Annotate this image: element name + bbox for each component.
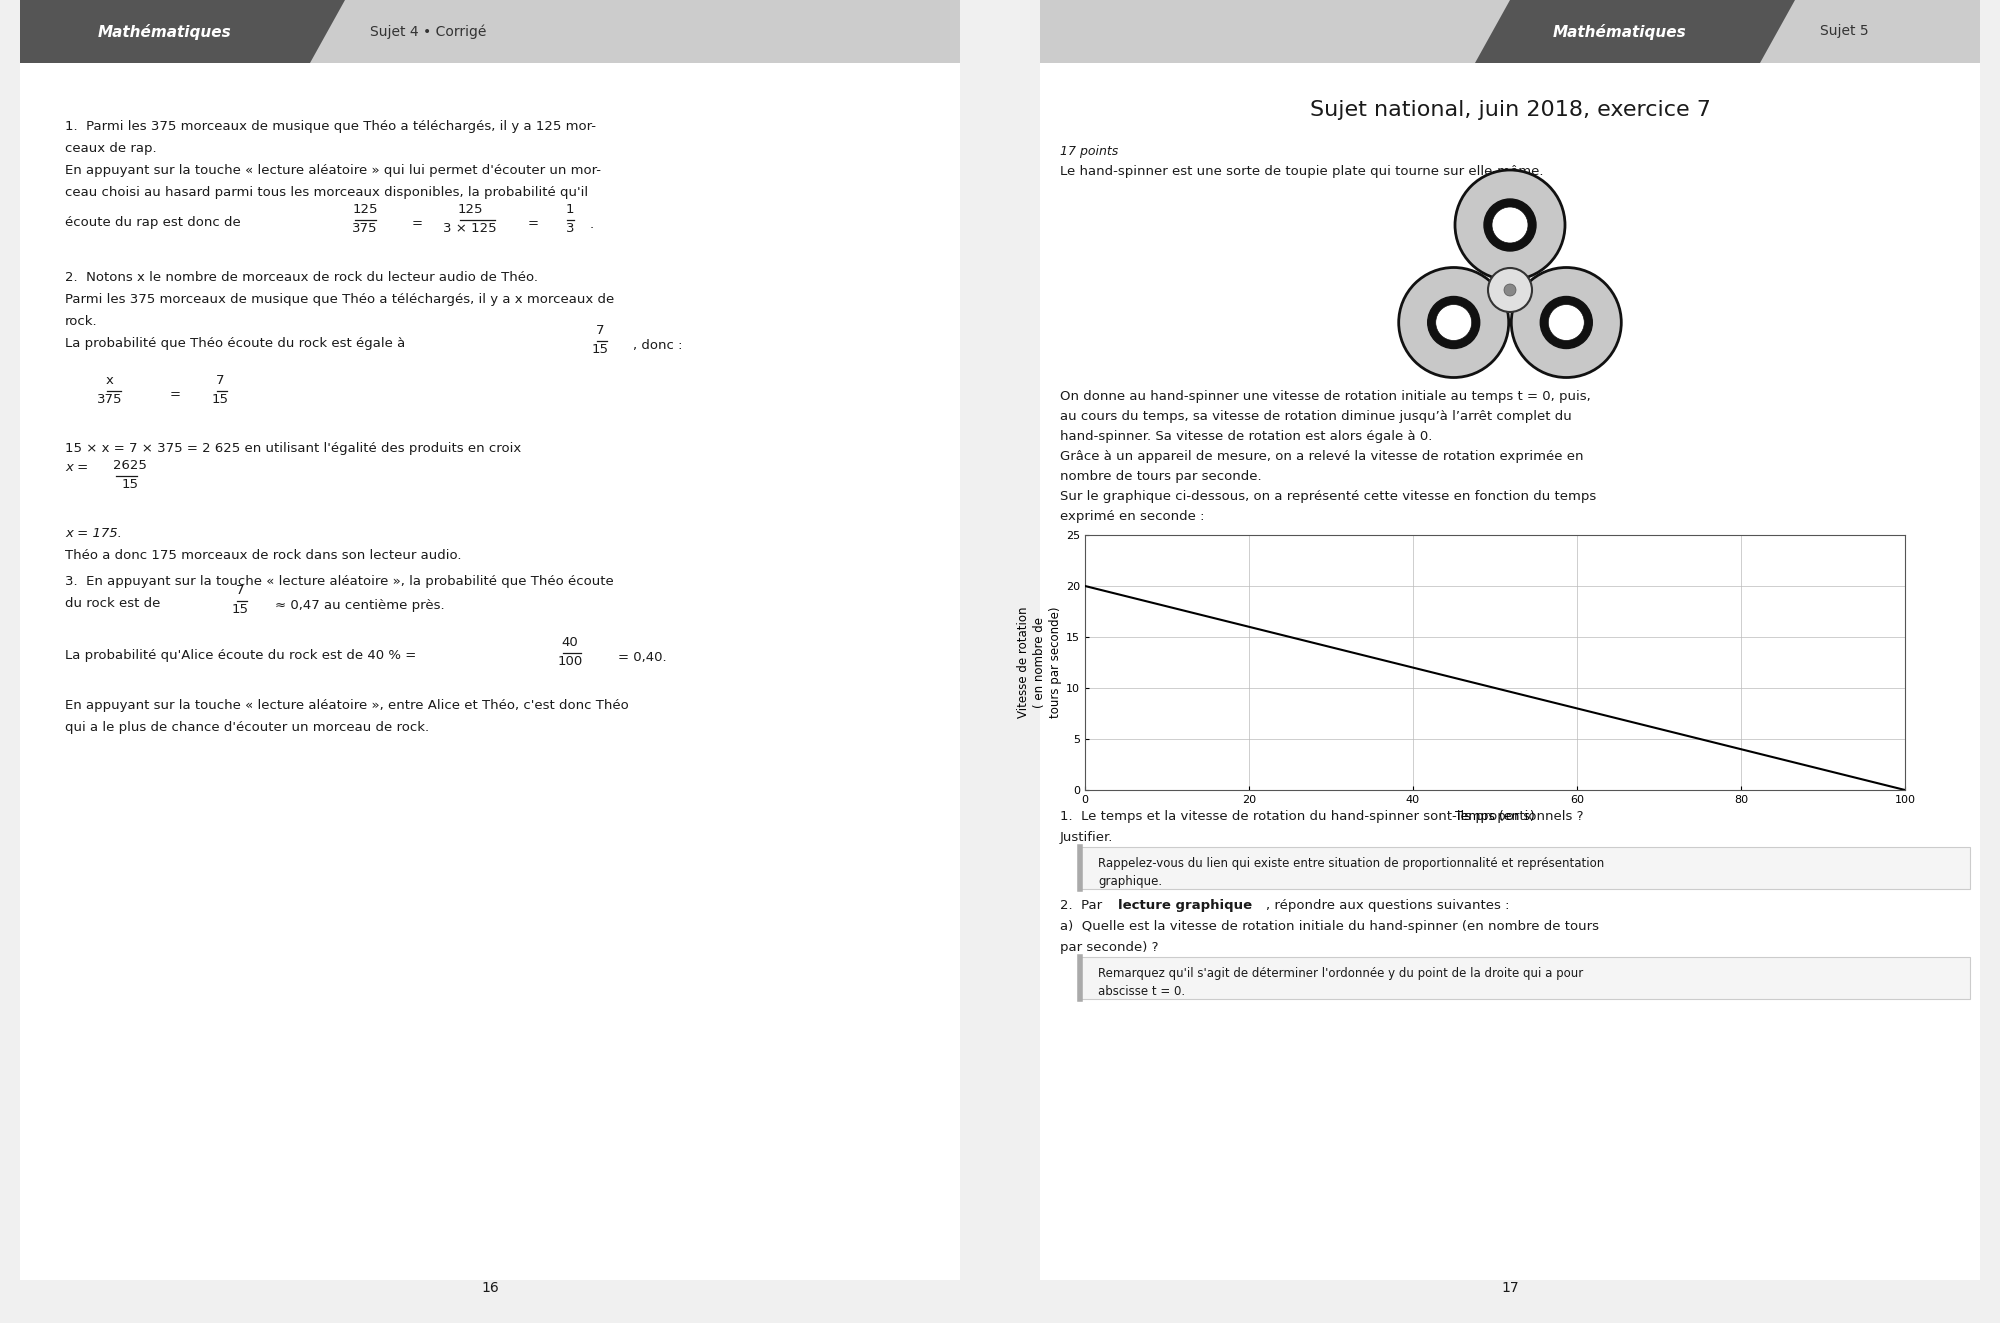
Text: 125: 125 [458, 202, 482, 216]
Text: x =: x = [64, 460, 88, 474]
Text: 17: 17 [1502, 1281, 1518, 1295]
Text: 375: 375 [98, 393, 122, 406]
Circle shape [1436, 304, 1472, 340]
Text: , répondre aux questions suivantes :: , répondre aux questions suivantes : [1266, 900, 1510, 912]
Text: 17 points: 17 points [1060, 146, 1118, 157]
Text: ceau choisi au hasard parmi tous les morceaux disponibles, la probabilité qu'il: ceau choisi au hasard parmi tous les mor… [64, 187, 588, 198]
Text: La probabilité qu'Alice écoute du rock est de 40 % =: La probabilité qu'Alice écoute du rock e… [64, 650, 416, 662]
Text: Parmi les 375 morceaux de musique que Théo a téléchargés, il y a x morceaux de: Parmi les 375 morceaux de musique que Th… [64, 292, 614, 306]
Text: 2625: 2625 [114, 459, 146, 472]
Text: 2.  Notons x le nombre de morceaux de rock du lecteur audio de Théo.: 2. Notons x le nombre de morceaux de roc… [64, 271, 538, 284]
Text: Remarquez qu'il s'agit de déterminer l'ordonnée y du point de la droite qui a po: Remarquez qu'il s'agit de déterminer l'o… [1098, 967, 1584, 980]
Circle shape [1456, 169, 1564, 280]
Text: = 0,40.: = 0,40. [618, 651, 666, 664]
Circle shape [1540, 296, 1592, 348]
Text: 16: 16 [482, 1281, 498, 1295]
Text: =: = [412, 217, 422, 230]
Text: 100: 100 [558, 655, 582, 668]
Text: Grâce à un appareil de mesure, on a relevé la vitesse de rotation exprimée en: Grâce à un appareil de mesure, on a rele… [1060, 450, 1584, 463]
Text: La probabilité que Théo écoute du rock est égale à: La probabilité que Théo écoute du rock e… [64, 337, 406, 351]
Text: Théo a donc 175 morceaux de rock dans son lecteur audio.: Théo a donc 175 morceaux de rock dans so… [64, 549, 462, 562]
Text: 15: 15 [122, 478, 138, 491]
Text: 3.  En appuyant sur la touche « lecture aléatoire », la probabilité que Théo éco: 3. En appuyant sur la touche « lecture a… [64, 576, 614, 587]
Circle shape [1512, 267, 1622, 377]
Text: 125: 125 [352, 202, 378, 216]
Text: En appuyant sur la touche « lecture aléatoire », entre Alice et Théo, c'est donc: En appuyant sur la touche « lecture aléa… [64, 699, 628, 712]
Text: qui a le plus de chance d'écouter un morceau de rock.: qui a le plus de chance d'écouter un mor… [64, 721, 430, 734]
Text: Sujet national, juin 2018, exercice 7: Sujet national, juin 2018, exercice 7 [1310, 101, 1710, 120]
FancyBboxPatch shape [1040, 40, 1980, 1279]
Text: abscisse t = 0.: abscisse t = 0. [1098, 986, 1186, 998]
Text: =: = [528, 217, 538, 230]
Text: Sujet 4 • Corrigé: Sujet 4 • Corrigé [370, 24, 486, 38]
Text: Sur le graphique ci-dessous, on a représenté cette vitesse en fonction du temps: Sur le graphique ci-dessous, on a représ… [1060, 490, 1596, 503]
Text: exprimé en seconde :: exprimé en seconde : [1060, 509, 1204, 523]
Text: par seconde) ?: par seconde) ? [1060, 941, 1158, 954]
Text: du rock est de: du rock est de [64, 597, 160, 610]
Circle shape [1492, 206, 1528, 243]
Text: 15: 15 [212, 393, 228, 406]
Circle shape [1398, 267, 1508, 377]
Circle shape [1504, 284, 1516, 296]
Text: x: x [106, 374, 114, 388]
Text: On donne au hand-spinner une vitesse de rotation initiale au temps t = 0, puis,: On donne au hand-spinner une vitesse de … [1060, 390, 1590, 404]
Circle shape [1488, 269, 1532, 312]
Circle shape [1484, 198, 1536, 251]
Polygon shape [20, 0, 346, 64]
Text: graphique.: graphique. [1098, 875, 1162, 888]
Text: 15: 15 [232, 603, 248, 617]
Text: Le hand-spinner est une sorte de toupie plate qui tourne sur elle-même.: Le hand-spinner est une sorte de toupie … [1060, 165, 1544, 179]
Text: nombre de tours par seconde.: nombre de tours par seconde. [1060, 470, 1262, 483]
Text: Sujet 5: Sujet 5 [1820, 25, 1868, 38]
Bar [1080, 847, 1970, 889]
Text: 2.  Par: 2. Par [1060, 900, 1106, 912]
Bar [1040, 0, 1980, 64]
Text: Mathématiques: Mathématiques [98, 24, 232, 40]
Text: , donc :: , donc : [632, 339, 682, 352]
Text: x = 175.: x = 175. [64, 527, 122, 540]
Text: 3 × 125: 3 × 125 [444, 222, 496, 235]
X-axis label: Temps (en s): Temps (en s) [1456, 811, 1534, 823]
Text: écoute du rap est donc de: écoute du rap est donc de [64, 216, 240, 229]
Text: lecture graphique: lecture graphique [1118, 900, 1252, 912]
Text: Rappelez-vous du lien qui existe entre situation de proportionnalité et représen: Rappelez-vous du lien qui existe entre s… [1098, 857, 1604, 871]
Text: 1: 1 [566, 202, 574, 216]
Text: 15 × x = 7 × 375 = 2 625 en utilisant l'égalité des produits en croix: 15 × x = 7 × 375 = 2 625 en utilisant l'… [64, 442, 522, 455]
Bar [20, 0, 960, 64]
Text: hand-spinner. Sa vitesse de rotation est alors égale à 0.: hand-spinner. Sa vitesse de rotation est… [1060, 430, 1432, 443]
Text: ≈ 0,47 au centième près.: ≈ 0,47 au centième près. [276, 598, 444, 611]
Circle shape [1428, 296, 1480, 348]
Text: 7: 7 [216, 374, 224, 388]
Text: 15: 15 [592, 343, 608, 356]
Bar [1080, 957, 1970, 999]
Text: 1.  Le temps et la vitesse de rotation du hand-spinner sont-ils proportionnels ?: 1. Le temps et la vitesse de rotation du… [1060, 810, 1584, 823]
Text: rock.: rock. [64, 315, 98, 328]
Text: Mathématiques: Mathématiques [1554, 24, 1686, 40]
Text: 40: 40 [562, 636, 578, 650]
Circle shape [1548, 304, 1584, 340]
Text: 1.  Parmi les 375 morceaux de musique que Théo a téléchargés, il y a 125 mor-: 1. Parmi les 375 morceaux de musique que… [64, 120, 596, 134]
Text: Justifier.: Justifier. [1060, 831, 1114, 844]
Text: 7: 7 [236, 583, 244, 597]
Text: 3: 3 [566, 222, 574, 235]
Text: au cours du temps, sa vitesse de rotation diminue jusqu’à l’arrêt complet du: au cours du temps, sa vitesse de rotatio… [1060, 410, 1572, 423]
Text: 7: 7 [596, 324, 604, 337]
Text: =: = [170, 389, 180, 401]
Y-axis label: Vitesse de rotation
( en nombre de
tours par seconde): Vitesse de rotation ( en nombre de tours… [1016, 607, 1062, 718]
Text: 375: 375 [352, 222, 378, 235]
Text: ceaux de rap.: ceaux de rap. [64, 142, 156, 155]
FancyBboxPatch shape [20, 40, 960, 1279]
Polygon shape [1476, 0, 1796, 64]
Text: En appuyant sur la touche « lecture aléatoire » qui lui permet d'écouter un mor-: En appuyant sur la touche « lecture aléa… [64, 164, 600, 177]
Text: .: . [590, 217, 594, 230]
Text: a)  Quelle est la vitesse de rotation initiale du hand-spinner (en nombre de tou: a) Quelle est la vitesse de rotation ini… [1060, 919, 1600, 933]
